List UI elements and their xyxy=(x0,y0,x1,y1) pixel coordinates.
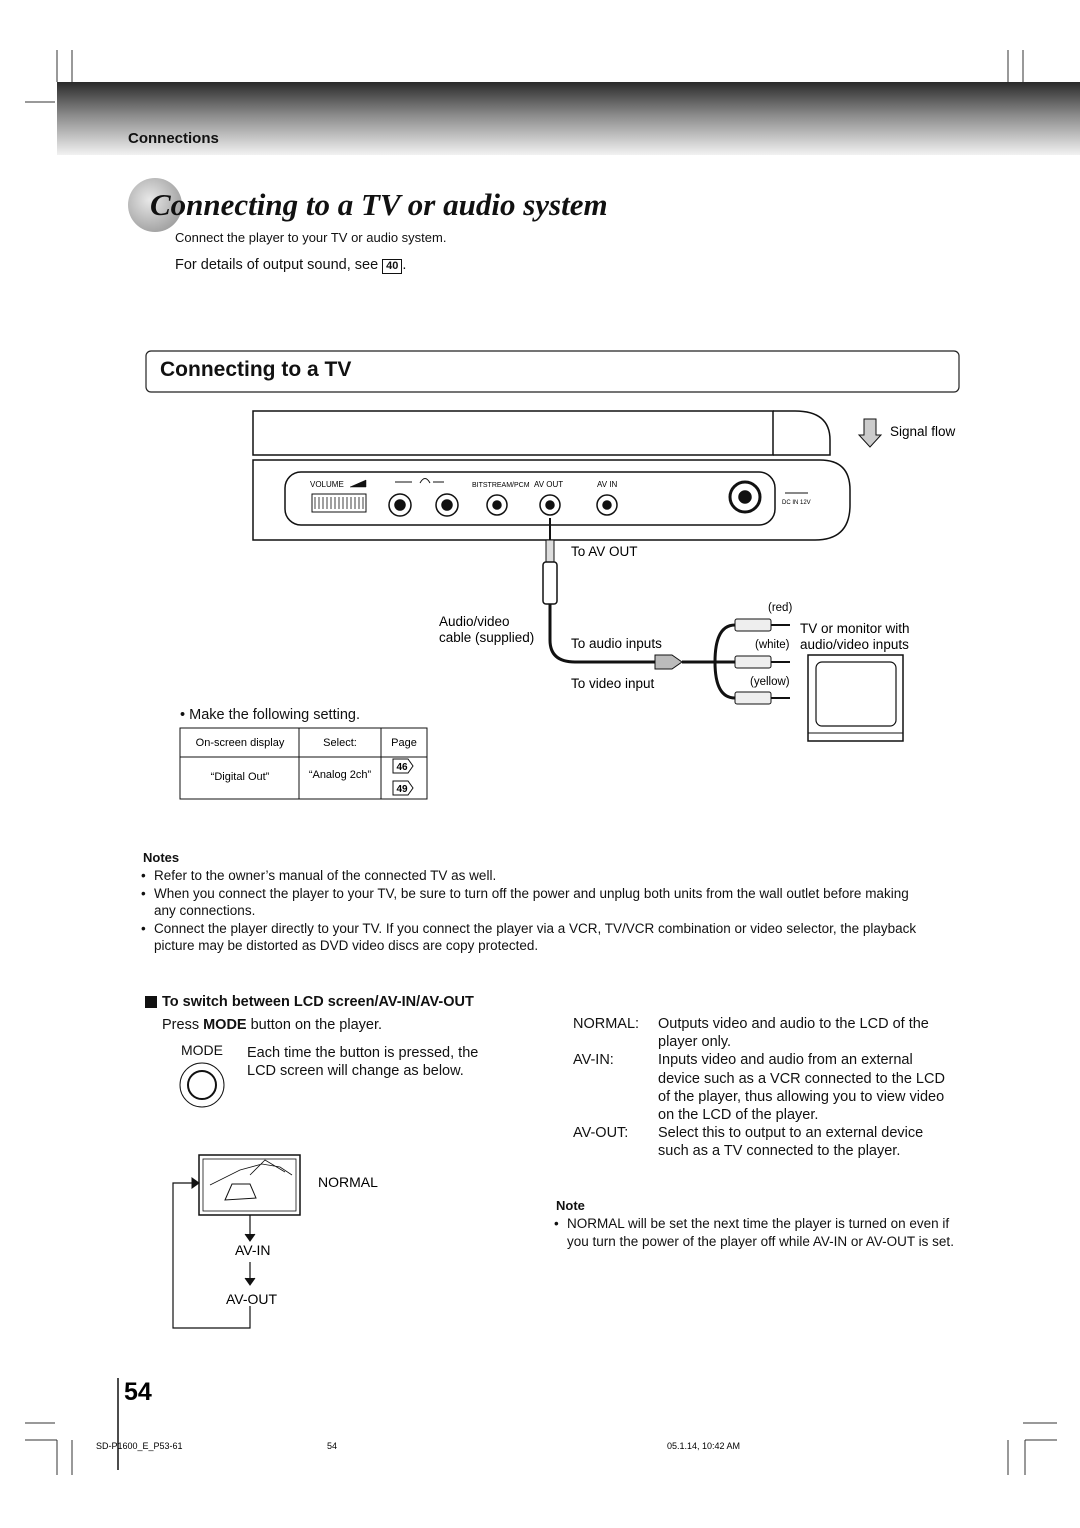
note-item: When you connect the player to your TV, … xyxy=(140,885,930,920)
table-cell: “Digital Out” xyxy=(211,771,270,783)
page-title: Connecting to a TV or audio system xyxy=(150,187,608,222)
table-header: Select: xyxy=(323,737,357,749)
label: Audio/video xyxy=(439,614,510,629)
note-list: NORMAL will be set the next time the pla… xyxy=(553,1215,963,1250)
cycle-state: AV-IN xyxy=(235,1242,271,1258)
diagram-captions: Signal flow To AV OUT Audio/video cable … xyxy=(439,424,956,691)
section-label: Connections xyxy=(128,130,219,147)
definitions: NORMAL: Outputs video and audio to the LC… xyxy=(573,1015,948,1161)
title-ornament xyxy=(128,178,182,232)
table-header: Page xyxy=(391,737,417,749)
page-number: 54 xyxy=(124,1378,152,1406)
desc: Outputs video and audio to the LCD of th… xyxy=(658,1016,929,1051)
note-item: Refer to the owner’s manual of the conne… xyxy=(140,867,930,885)
desc: Select this to output to an external dev… xyxy=(658,1125,924,1160)
label: AV IN xyxy=(597,480,618,489)
notes-title: Notes xyxy=(143,850,180,865)
mode-description: Each time the button is pressed, the LCD… xyxy=(247,1045,479,1079)
page-ref: 40 xyxy=(382,259,403,274)
bullet: • xyxy=(180,707,190,723)
note-title: Note xyxy=(556,1198,585,1213)
cycle-diagram xyxy=(172,1154,301,1329)
press-key: MODE xyxy=(203,1017,247,1033)
label: To AV OUT xyxy=(571,544,638,559)
setting-text: Make the following setting. xyxy=(189,707,360,723)
footer-date: 05.1.14, 10:42 AM xyxy=(667,1441,740,1451)
intro-text: For details of output sound, see xyxy=(175,257,379,273)
press-text: Press xyxy=(162,1017,204,1033)
subsection-box xyxy=(145,350,960,393)
setting-intro: • Make the following setting. xyxy=(180,707,360,723)
definition: AV-OUT: Select this to output to an exter… xyxy=(573,1124,948,1160)
label: TV or monitor with xyxy=(800,621,910,636)
intro-text: . xyxy=(402,257,407,273)
notes-list: Refer to the owner’s manual of the conne… xyxy=(140,867,930,955)
desc: Inputs video and audio from an external … xyxy=(658,1052,945,1124)
term: AV-OUT: xyxy=(573,1125,629,1142)
definition: AV-IN: Inputs video and audio from an ext… xyxy=(573,1051,948,1124)
footer-file: SD-P1600_E_P53-61 xyxy=(96,1441,183,1451)
definition: NORMAL: Outputs video and audio to the LC… xyxy=(573,1015,948,1051)
label: cable (supplied) xyxy=(439,630,534,645)
label: (red) xyxy=(768,602,792,614)
label: Signal flow xyxy=(890,424,956,439)
label: audio/video inputs xyxy=(800,637,909,652)
table-header: On-screen display xyxy=(196,737,285,749)
note-item: NORMAL will be set the next time the pla… xyxy=(553,1215,963,1250)
footer-page: 54 xyxy=(327,1441,337,1451)
page-ref: 46 xyxy=(396,762,408,773)
label: AV OUT xyxy=(534,480,563,489)
term: AV-IN: xyxy=(573,1052,614,1069)
cycle-labels: NORMAL AV-IN AV-OUT xyxy=(226,1174,378,1307)
settings-table-text: On-screen display Select: Page “Digital … xyxy=(196,737,417,783)
note-item: Connect the player directly to your TV. … xyxy=(140,920,930,955)
header-band xyxy=(57,82,1080,155)
cycle-state: NORMAL xyxy=(318,1174,378,1190)
switch-heading: To switch between LCD screen/AV-IN/AV-OU… xyxy=(162,994,474,1010)
label: VOLUME xyxy=(310,480,344,489)
footer: SD-P1600_E_P53-61 54 05.1.14, 10:42 AM xyxy=(96,1441,740,1451)
term: NORMAL: xyxy=(573,1016,640,1032)
press-line: Press MODE button on the player. xyxy=(162,1017,382,1033)
label: (white) xyxy=(755,639,790,651)
subsection-title: Connecting to a TV xyxy=(160,358,352,381)
player-drawing xyxy=(252,410,851,541)
crop-marks xyxy=(25,50,1057,1475)
heading-marker xyxy=(145,996,157,1008)
intro-ref-line: For details of output sound, see 40. xyxy=(175,257,406,274)
label: (yellow) xyxy=(750,676,790,688)
table-cell: “Analog 2ch” xyxy=(309,769,372,781)
label: BITSTREAM/PCM xyxy=(472,482,530,489)
press-text: button on the player. xyxy=(246,1017,383,1033)
page-ref: 49 xyxy=(396,784,408,795)
cable xyxy=(542,518,790,705)
intro-text: Connect the player to your TV or audio s… xyxy=(175,230,447,245)
signal-flow-icon xyxy=(857,418,883,448)
tv-drawing xyxy=(807,654,904,742)
cycle-state: AV-OUT xyxy=(226,1291,278,1307)
page-refs: 46 49 xyxy=(392,758,414,796)
label: To video input xyxy=(571,676,655,691)
label: To audio inputs xyxy=(571,636,662,651)
mode-button xyxy=(179,1062,225,1108)
label: DC IN 12V xyxy=(782,500,811,506)
mode-label: MODE xyxy=(181,1042,223,1058)
diagram-labels: VOLUME BITSTREAM/PCM AV OUT AV IN DC IN … xyxy=(310,480,811,506)
settings-table xyxy=(179,727,428,800)
